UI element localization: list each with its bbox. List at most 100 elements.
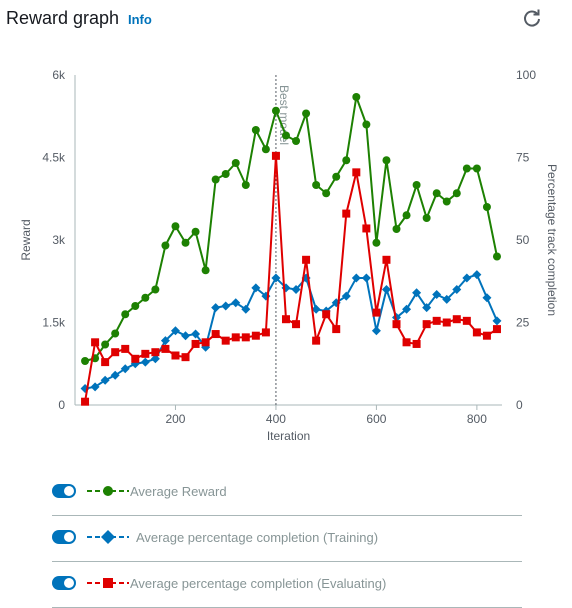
reward-point bbox=[251, 126, 260, 134]
evaluating-point bbox=[81, 397, 90, 406]
reward-point bbox=[81, 357, 90, 365]
evaluating-point bbox=[352, 168, 361, 177]
evaluating-point bbox=[181, 353, 190, 362]
training-point bbox=[432, 289, 442, 299]
reward-point bbox=[231, 159, 240, 167]
reward-point bbox=[432, 189, 441, 198]
reward-point bbox=[261, 145, 270, 154]
y-tick-left: 0 bbox=[58, 398, 65, 412]
legend-label-evaluating: Average percentage completion (Evaluatin… bbox=[130, 576, 387, 591]
x-tick: 600 bbox=[366, 412, 386, 426]
evaluating-point bbox=[221, 336, 230, 345]
reward-point bbox=[472, 164, 481, 173]
training-point bbox=[452, 285, 462, 294]
evaluating-point bbox=[402, 338, 411, 347]
y-tick-left: 1.5k bbox=[42, 316, 66, 330]
reward-graph-header: Reward graph Info bbox=[6, 8, 566, 34]
y-tick-left: 6k bbox=[52, 68, 66, 82]
reward-point bbox=[271, 106, 280, 115]
legend-row-evaluating: Average percentage completion (Evaluatin… bbox=[52, 562, 522, 608]
reward-point bbox=[151, 285, 160, 294]
evaluating-point bbox=[372, 308, 381, 317]
evaluating-point bbox=[412, 339, 421, 348]
training-point bbox=[361, 273, 371, 283]
y-tick-right: 75 bbox=[516, 151, 530, 165]
legend-swatch-evaluating bbox=[87, 578, 129, 588]
y-tick-right: 25 bbox=[516, 316, 530, 330]
reward-point bbox=[452, 189, 461, 198]
training-point bbox=[271, 273, 281, 283]
reward-point bbox=[181, 238, 190, 247]
evaluating-point bbox=[141, 349, 150, 358]
evaluating-point bbox=[201, 338, 210, 347]
info-link[interactable]: Info bbox=[128, 12, 152, 27]
training-point bbox=[351, 273, 361, 283]
training-point bbox=[291, 285, 301, 294]
y-tick-right: 100 bbox=[516, 68, 536, 82]
training-point bbox=[211, 303, 221, 313]
training-point bbox=[150, 354, 160, 364]
training-point bbox=[341, 291, 351, 301]
x-axis-label: Iteration bbox=[267, 429, 310, 443]
evaluating-point bbox=[231, 333, 240, 342]
reward-point bbox=[201, 266, 210, 275]
reward-point bbox=[462, 164, 471, 173]
legend-label-training: Average percentage completion (Training) bbox=[136, 530, 379, 545]
evaluating-point bbox=[171, 351, 180, 360]
reward-point bbox=[221, 170, 230, 178]
evaluating-point bbox=[91, 338, 100, 347]
training-point bbox=[482, 293, 492, 303]
toggle-evaluating[interactable] bbox=[52, 576, 76, 590]
evaluating-point bbox=[362, 224, 371, 233]
toggle-average-reward[interactable] bbox=[52, 484, 76, 498]
legend-label-reward: Average Reward bbox=[130, 484, 227, 499]
evaluating-point bbox=[312, 336, 321, 345]
reward-point bbox=[241, 181, 250, 189]
evaluating-point bbox=[101, 358, 110, 367]
legend-diamond-marker bbox=[101, 530, 115, 544]
reward-point bbox=[312, 181, 321, 189]
reward-point bbox=[131, 302, 140, 310]
training-point bbox=[422, 303, 432, 313]
best-model-label: Best model bbox=[277, 85, 291, 145]
training-point bbox=[442, 294, 452, 304]
evaluating-point bbox=[211, 330, 220, 339]
evaluating-point bbox=[342, 209, 351, 218]
evaluating-point bbox=[271, 151, 280, 160]
training-point bbox=[181, 331, 191, 341]
reward-point bbox=[191, 227, 200, 236]
reward-point bbox=[372, 238, 381, 247]
evaluating-point bbox=[432, 316, 441, 325]
reward-point bbox=[332, 172, 341, 181]
reward-point bbox=[141, 293, 150, 302]
reward-point bbox=[101, 340, 110, 349]
evaluating-point bbox=[452, 315, 461, 324]
chart-legend: Average Reward Average percentage comple… bbox=[52, 470, 522, 608]
training-point bbox=[251, 283, 261, 293]
evaluating-point bbox=[332, 325, 341, 334]
legend-row-training: Average percentage completion (Training) bbox=[52, 516, 522, 562]
toggle-training[interactable] bbox=[52, 530, 76, 544]
legend-circle-marker bbox=[103, 486, 113, 496]
legend-row-average-reward: Average Reward bbox=[52, 470, 522, 516]
evaluating-point bbox=[492, 325, 501, 334]
training-point bbox=[462, 273, 472, 283]
evaluating-point bbox=[302, 255, 311, 264]
evaluating-point bbox=[241, 333, 250, 342]
reward-point bbox=[382, 156, 391, 165]
x-tick: 200 bbox=[165, 412, 185, 426]
training-point bbox=[160, 336, 170, 346]
refresh-icon[interactable] bbox=[522, 8, 542, 28]
evaluating-point bbox=[422, 320, 431, 329]
reward-point bbox=[342, 156, 351, 165]
training-point bbox=[392, 313, 402, 323]
training-point bbox=[110, 370, 120, 380]
reward-point bbox=[482, 203, 491, 211]
evaluating-point bbox=[191, 339, 200, 348]
legend-swatch-training bbox=[87, 530, 129, 544]
reward-point bbox=[322, 189, 331, 198]
evaluating-point bbox=[292, 320, 301, 329]
reward-chart: 0 1.5k 3k 4.5k 6k 0 25 50 75 100 200 400 600 800 Itera… bbox=[19, 68, 559, 443]
reward-point bbox=[392, 225, 401, 233]
evaluating-point bbox=[281, 315, 290, 324]
